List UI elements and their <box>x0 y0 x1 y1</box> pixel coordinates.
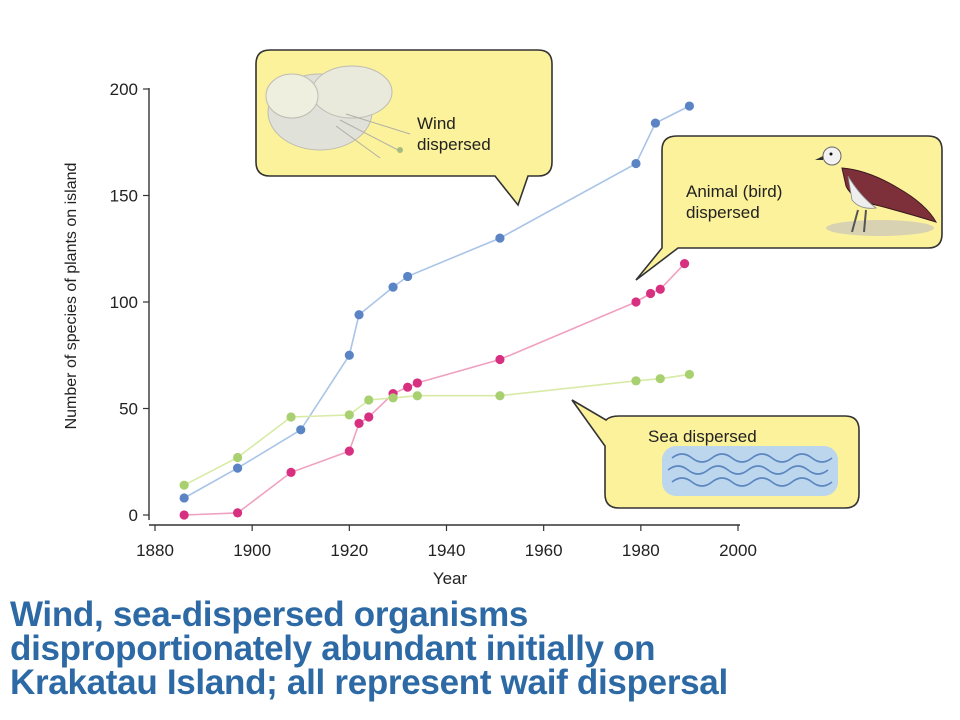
y-tick-label: 50 <box>119 400 138 419</box>
x-tick-label: 1900 <box>233 541 271 560</box>
wind-dispersed-point <box>650 118 661 128</box>
sea-dispersed-point <box>344 410 354 420</box>
animal-bird-dispersed-point <box>403 382 413 392</box>
animal-bird-dispersed-point <box>344 446 354 456</box>
bird-illustration <box>815 146 938 236</box>
caption-line-3: Krakatau Island; all represent waif disp… <box>10 663 728 702</box>
sea-dispersed-point <box>388 393 398 403</box>
bird-callout: Animal (bird) dispersed <box>635 135 943 281</box>
sea-dispersed-point <box>684 369 695 380</box>
sea-callout: Sea dispersed <box>571 399 860 509</box>
y-tick-label: 0 <box>129 506 138 525</box>
animal-bird-dispersed-point <box>412 378 422 388</box>
animal-bird-dispersed-point <box>364 412 374 422</box>
x-axis-title: Year <box>433 569 468 588</box>
wind-dispersed-point <box>495 233 505 243</box>
series-layer <box>179 101 695 520</box>
sea-dispersed-point <box>412 391 422 401</box>
caption-line-1: Wind, sea-dispersed organisms <box>10 595 529 634</box>
wind-dispersed-point <box>179 493 189 503</box>
sea-dispersed-point <box>495 391 505 401</box>
axes: 0 50 100 150 200 1880 1900 1920 1940 1960 1980 200… <box>63 80 757 588</box>
y-axis-ticks: 0 50 100 150 200 <box>110 80 149 525</box>
wind-callout-line-1: Wind <box>417 114 456 133</box>
animal-bird-dispersed-point <box>679 259 690 269</box>
animal-bird-dispersed-point <box>645 288 656 299</box>
y-tick-label: 200 <box>110 80 138 99</box>
wind-callout-line-2: dispersed <box>417 135 491 154</box>
bird-callout-line-1: Animal (bird) <box>686 182 782 201</box>
animal-bird-dispersed-point <box>354 418 364 429</box>
x-axis-ticks: 1880 1900 1920 1940 1960 1980 2000 <box>136 525 757 560</box>
sea-dispersed-point <box>179 480 189 490</box>
dispersal-chart: Wind dispersed Animal (bird) dispersed S… <box>63 49 943 588</box>
wind-seed-illustration <box>265 65 411 159</box>
wind-dispersed-point <box>344 350 354 360</box>
caption-line-2: disproportionately abundant initially on <box>10 629 656 668</box>
bird-callout-bubble <box>635 135 943 281</box>
wind-dispersed-point <box>296 425 306 435</box>
sea-dispersed-point <box>286 412 296 422</box>
x-tick-label: 1880 <box>136 541 174 560</box>
sea-dispersed-series <box>179 369 695 490</box>
wind-dispersed-point <box>403 271 413 282</box>
bird-callout-line-2: dispersed <box>686 203 760 222</box>
wind-dispersed-series <box>179 101 695 503</box>
x-tick-label: 1980 <box>622 541 660 560</box>
sea-dispersed-point <box>631 376 641 386</box>
wind-dispersed-point <box>232 463 243 473</box>
animal-bird-dispersed-point <box>631 297 641 307</box>
sea-dispersed-point <box>232 452 243 463</box>
y-axis-title: Number of species of plants on island <box>63 163 80 430</box>
animal-bird-dispersed-point <box>655 284 665 294</box>
y-tick-label: 150 <box>110 187 138 206</box>
animal-bird-dispersed-point <box>232 508 243 518</box>
x-tick-label: 1920 <box>330 541 368 560</box>
animal-bird-dispersed-point <box>495 354 505 365</box>
animal-bird-dispersed-point <box>286 467 296 477</box>
x-tick-label: 1960 <box>525 541 563 560</box>
wind-callout: Wind dispersed <box>255 49 553 207</box>
wind-dispersed-point <box>631 158 641 169</box>
sea-dispersed-point <box>364 395 374 405</box>
x-tick-label: 1940 <box>428 541 466 560</box>
y-tick-label: 100 <box>110 293 138 312</box>
animal-bird-dispersed-point <box>179 510 189 520</box>
sea-dispersed-point <box>655 374 665 384</box>
wind-dispersed-point <box>388 282 398 292</box>
sea-callout-line-1: Sea dispersed <box>648 427 757 446</box>
slide-caption: Wind, sea-dispersed organisms disproport… <box>10 595 950 702</box>
wind-dispersed-point <box>354 310 364 320</box>
wind-dispersed-point <box>684 101 695 111</box>
water-waves-illustration <box>662 446 838 496</box>
x-tick-label: 2000 <box>719 541 757 560</box>
